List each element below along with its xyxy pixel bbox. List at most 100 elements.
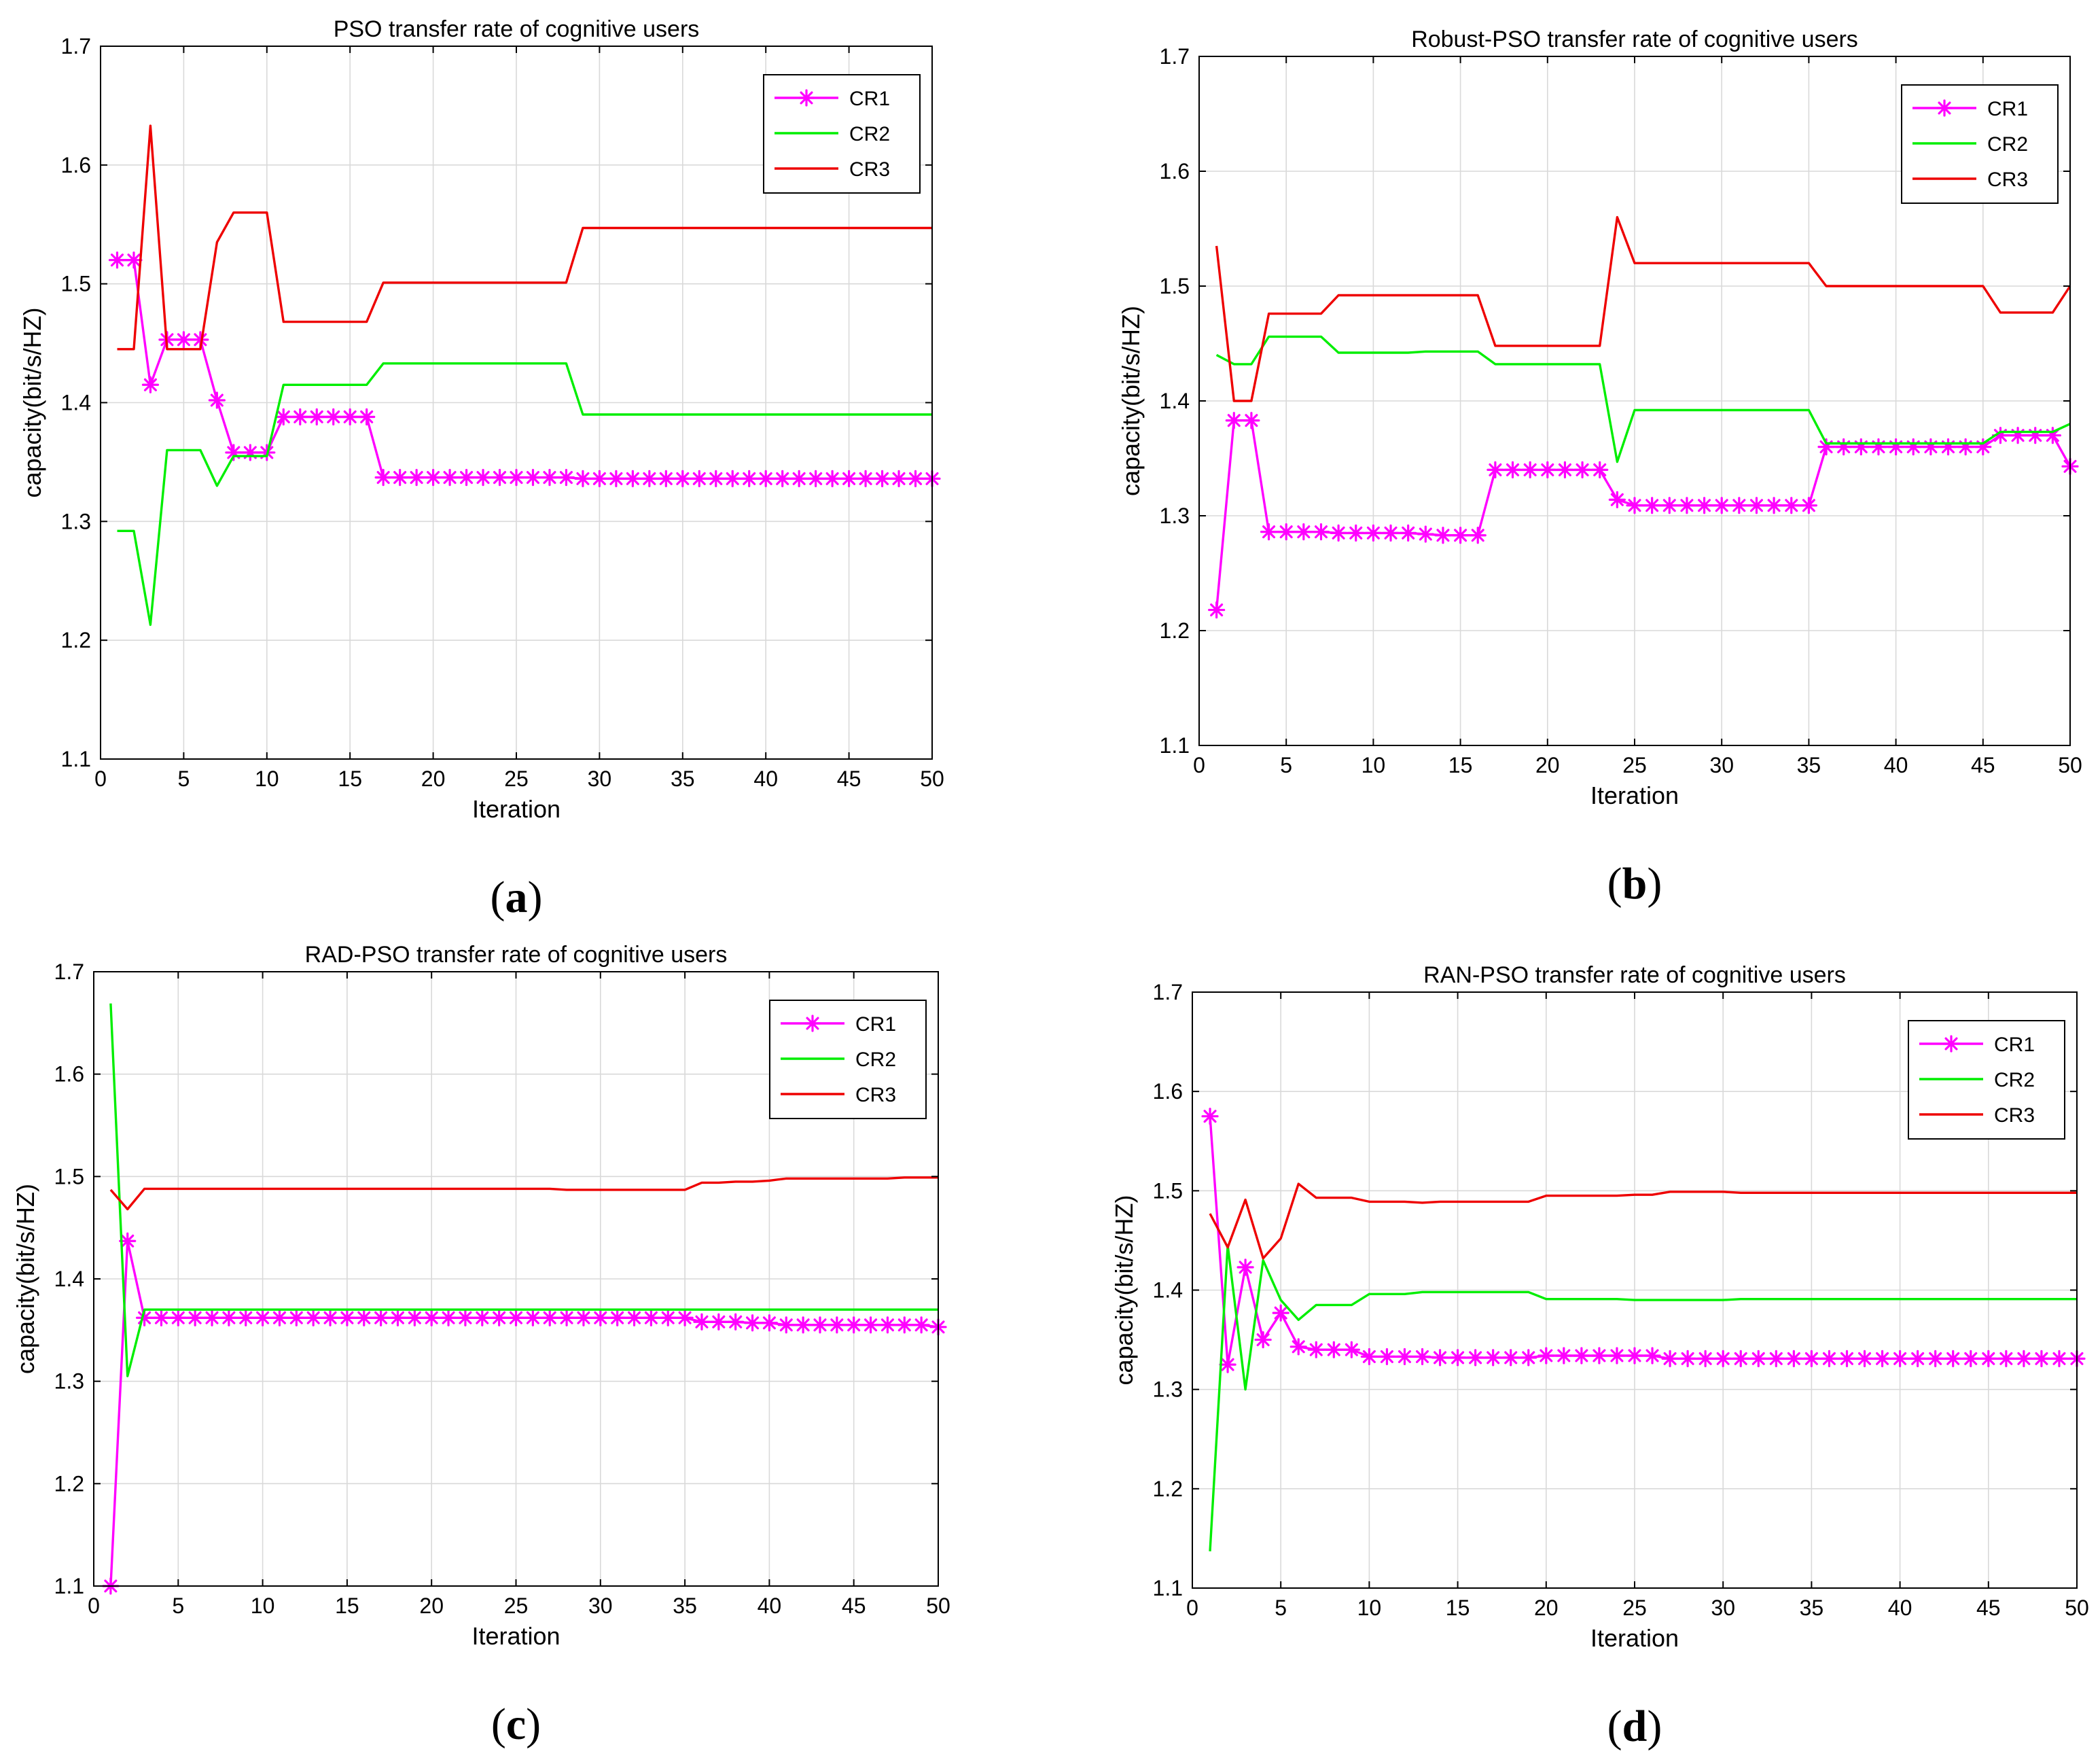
cr1-marker [845, 1316, 863, 1334]
cr1-markers [1208, 412, 2079, 619]
x-tick-label: 30 [588, 767, 612, 791]
legend-item-cr1: CR1 [1919, 1034, 2035, 1056]
cr1-marker [840, 470, 858, 487]
cr1-marker [1820, 1350, 1838, 1367]
x-tick-label: 0 [1186, 1596, 1198, 1620]
ticks: 0 5 10 15 20 25 30 35 40 45 50 1.1 1.2 1.3 1.4 1.5 1.6 1.… [61, 34, 944, 791]
cr3-series-line [117, 124, 932, 351]
y-tick-label: 1.5 [1160, 274, 1190, 298]
panel-label-paren: ( [491, 873, 505, 922]
y-tick-label: 1.2 [1160, 618, 1190, 643]
x-tick-label: 45 [842, 1594, 866, 1618]
cr1-marker [1360, 1348, 1378, 1366]
cr1-marker [1957, 438, 1974, 456]
cr1-marker [1537, 1347, 1555, 1365]
cr1-marker [321, 1309, 339, 1326]
cr1-marker [798, 89, 815, 107]
x-tick-label: 10 [255, 767, 279, 791]
cr1-marker [491, 1309, 508, 1326]
x-tick-label: 15 [335, 1594, 359, 1618]
cr1-marker [625, 1309, 643, 1326]
panel-label-paren: ( [491, 1700, 506, 1749]
cr1-marker [861, 1316, 880, 1334]
cr1-marker [141, 376, 160, 393]
y-tick-label: 1.1 [61, 747, 91, 771]
cr1-marker [1870, 438, 1887, 456]
chart-panel-a: PSO transfer rate of cognitive users Ite… [18, 16, 944, 922]
cr1-marker [774, 470, 791, 487]
cr1-marker [1591, 461, 1609, 479]
x-tick-label: 10 [1362, 753, 1386, 777]
cr1-marker [2027, 427, 2044, 444]
cr1-marker [406, 1309, 423, 1326]
cr1-marker [1643, 497, 1661, 514]
legend: CR1 CR2 CR3 [769, 1000, 927, 1119]
cr1-marker [1661, 1350, 1679, 1367]
panel-label-letter: b [1622, 859, 1648, 909]
series-group [108, 124, 941, 627]
cr1-marker [575, 1309, 592, 1326]
panel-label: (d) [1607, 1702, 1662, 1751]
legend: CR1 CR2 CR3 [1908, 1020, 2065, 1140]
cr1-marker [1980, 1350, 1997, 1367]
cr1-marker [1626, 497, 1643, 514]
cr1-marker [1695, 497, 1713, 514]
cr1-marker [1838, 1350, 1856, 1367]
cr1-marker [1347, 524, 1365, 542]
cr1-marker [1939, 438, 1957, 456]
legend-label: CR1 [1994, 1034, 2035, 1056]
x-tick-label: 50 [926, 1594, 950, 1618]
y-axis-label: capacity(bit/s/HZ) [1117, 306, 1145, 496]
series-group [102, 1003, 947, 1595]
y-tick-label: 1.1 [1153, 1576, 1183, 1600]
y-tick-label: 1.7 [61, 34, 91, 58]
cr1-marker [1927, 1350, 1944, 1367]
cr1-marker [1855, 1350, 1874, 1367]
cr1-marker [358, 408, 376, 426]
cr1-marker [208, 391, 226, 409]
y-tick-label: 1.5 [61, 272, 91, 296]
cr2-series-line [109, 1003, 938, 1377]
cr1-marker [391, 469, 409, 487]
cr1-marker [674, 470, 692, 487]
legend-item-cr2: CR2 [1919, 1069, 2035, 1091]
x-tick-label: 20 [1534, 1596, 1559, 1620]
ticks: 0 5 10 15 20 25 30 35 40 45 50 1.1 1.2 1.3 1.4 1.5 1.6 1.… [1160, 44, 2082, 777]
cr1-marker [659, 1309, 677, 1326]
x-tick-label: 30 [588, 1594, 613, 1618]
x-tick-label: 50 [920, 767, 944, 791]
x-tick-label: 35 [671, 767, 695, 791]
cr1-marker [1260, 523, 1278, 541]
panel-label-paren: ) [1647, 859, 1662, 909]
cr1-marker [895, 1316, 913, 1334]
x-tick-label: 0 [94, 767, 107, 791]
cr1-marker [1573, 1347, 1590, 1365]
cr1-marker [757, 470, 775, 487]
x-tick-label: 15 [1448, 753, 1473, 777]
legend: CR1 CR2 CR3 [1901, 84, 2059, 204]
cr1-marker [857, 470, 874, 487]
legend-label: CR1 [855, 1013, 896, 1036]
y-tick-label: 1.6 [1160, 159, 1190, 183]
panel-label-paren: ( [1607, 1702, 1622, 1751]
y-tick-label: 1.4 [1153, 1278, 1183, 1303]
cr1-marker [1272, 1304, 1289, 1322]
cr1-marker [878, 1316, 897, 1334]
legend-label: CR3 [849, 158, 890, 181]
cr1-marker [1891, 1350, 1909, 1367]
cr1-marker [1342, 1341, 1360, 1358]
x-tick-label: 25 [1622, 753, 1647, 777]
x-tick-label: 50 [2058, 753, 2082, 777]
cr1-marker [1944, 1350, 1962, 1367]
y-tick-label: 1.2 [1153, 1477, 1183, 1501]
cr3-series-line [1215, 215, 2071, 402]
cr1-marker [1254, 1331, 1272, 1349]
cr1-marker [2009, 427, 2027, 444]
cr1-marker [1400, 524, 1417, 542]
cr1-marker [441, 469, 459, 487]
cr1-marker [291, 408, 309, 426]
cr1-marker [1904, 438, 1922, 456]
cr1-marker [676, 1309, 694, 1326]
panel-label: (b) [1607, 859, 1662, 909]
cr1-marker [727, 1313, 745, 1331]
